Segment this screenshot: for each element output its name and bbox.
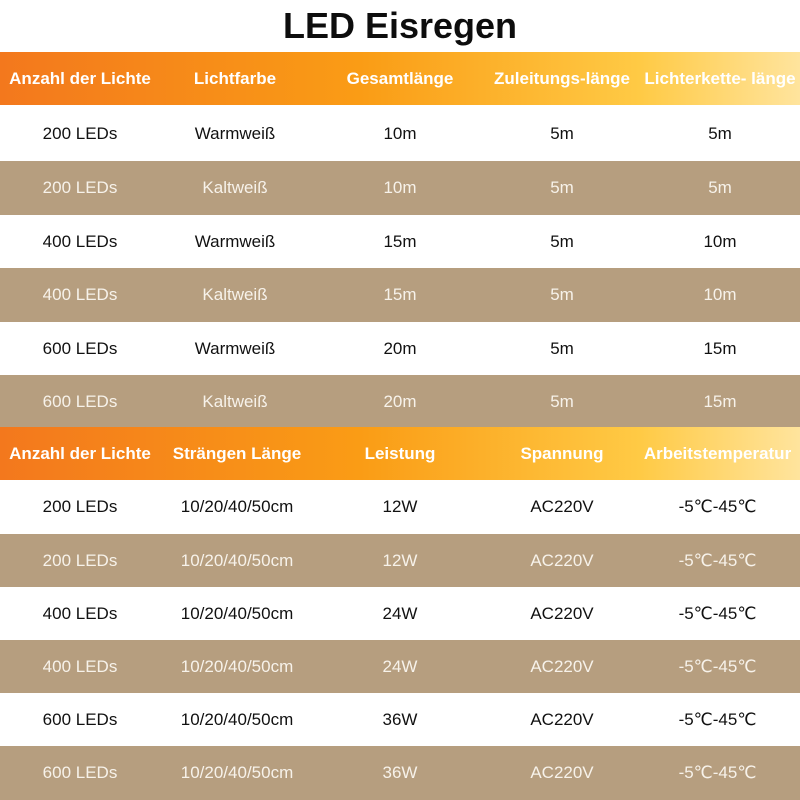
table-cell: 200 LEDs: [42, 497, 118, 516]
table-cell: 20m: [383, 339, 417, 358]
table-cell: 400 LEDs: [42, 657, 118, 676]
table-cell: 15m: [703, 339, 737, 358]
table-cell: 10/20/40/50cm: [180, 710, 294, 729]
table-cell: 600 LEDs: [42, 392, 118, 411]
table-row: 600 LEDs Kaltweiß 20m 5m 15m: [0, 375, 800, 429]
table-cell: AC220V: [530, 551, 594, 570]
table-cell: 10/20/40/50cm: [180, 763, 294, 782]
table-cell: -5℃-45℃: [678, 710, 757, 729]
table-cell: 12W: [382, 497, 418, 516]
table-row: 200 LEDs Kaltweiß 10m 5m 5m: [0, 161, 800, 215]
table-cell: 10/20/40/50cm: [180, 657, 294, 676]
table-cell: 200 LEDs: [42, 178, 118, 197]
table-cell: 12W: [382, 551, 418, 570]
table-cell: 200 LEDs: [42, 124, 118, 143]
header-cell: Lichterkette- länge: [644, 69, 796, 88]
table-cell: -5℃-45℃: [678, 657, 757, 676]
table-cell: 5m: [708, 178, 732, 197]
table-cell: AC220V: [530, 604, 594, 623]
header-cell: Gesamtlänge: [346, 69, 454, 88]
table-cell: -5℃-45℃: [678, 551, 757, 570]
table-cell: 400 LEDs: [42, 285, 118, 304]
table-row: 400 LEDs Warmweiß 15m 5m 10m: [0, 215, 800, 269]
table-cell: 24W: [382, 604, 418, 623]
table-row: 400 LEDs 10/20/40/50cm 24W AC220V -5℃-45…: [0, 587, 800, 641]
table-cell: 5m: [550, 392, 574, 411]
table-cell: Warmweiß: [194, 232, 276, 251]
table-cell: -5℃-45℃: [678, 497, 757, 516]
table-cell: 15m: [383, 285, 417, 304]
table-row: 600 LEDs 10/20/40/50cm 36W AC220V -5℃-45…: [0, 693, 800, 747]
table-row: 600 LEDs Warmweiß 20m 5m 15m: [0, 322, 800, 376]
header-cell: Arbeitstemperatur: [643, 444, 792, 463]
table-cell: 5m: [550, 285, 574, 304]
table2-header: Anzahl der Lichte Strängen Länge Leistun…: [0, 427, 800, 480]
table-cell: 5m: [708, 124, 732, 143]
table-cell: 10/20/40/50cm: [180, 551, 294, 570]
table-cell: Kaltweiß: [202, 178, 268, 197]
header-cell: Leistung: [364, 444, 436, 463]
table-cell: 600 LEDs: [42, 710, 118, 729]
table-cell: 10m: [383, 124, 417, 143]
table-cell: 5m: [550, 124, 574, 143]
table-cell: Warmweiß: [194, 339, 276, 358]
table-cell: 24W: [382, 657, 418, 676]
table-cell: 5m: [550, 178, 574, 197]
page-title: LED Eisregen: [282, 5, 518, 46]
table-cell: -5℃-45℃: [678, 604, 757, 623]
table-cell: AC220V: [530, 763, 594, 782]
header-cell: Zuleitungs-länge: [494, 69, 630, 88]
table-cell: Kaltweiß: [202, 392, 268, 411]
table1-header: Anzahl der Lichte Lichtfarbe Gesamtlänge…: [0, 52, 800, 105]
table-cell: 20m: [383, 392, 417, 411]
table-row: 200 LEDs 10/20/40/50cm 12W AC220V -5℃-45…: [0, 534, 800, 588]
table-cell: -5℃-45℃: [678, 763, 757, 782]
table-cell: 36W: [382, 763, 418, 782]
header-cell: Anzahl der Lichte: [9, 69, 151, 88]
table-cell: 600 LEDs: [42, 339, 118, 358]
table-cell: AC220V: [530, 710, 594, 729]
table-cell: 5m: [550, 232, 574, 251]
table-cell: 10/20/40/50cm: [180, 604, 294, 623]
header-cell: Lichtfarbe: [193, 69, 277, 88]
table-cell: 10m: [703, 232, 737, 251]
table-row: 400 LEDs Kaltweiß 15m 5m 10m: [0, 268, 800, 322]
table-row: 600 LEDs 10/20/40/50cm 36W AC220V -5℃-45…: [0, 746, 800, 800]
header-cell: Strängen Länge: [172, 444, 302, 463]
table-cell: AC220V: [530, 497, 594, 516]
table-cell: 10m: [383, 178, 417, 197]
table-cell: 400 LEDs: [42, 604, 118, 623]
table-row: 200 LEDs 10/20/40/50cm 12W AC220V -5℃-45…: [0, 480, 800, 534]
table-row: 400 LEDs 10/20/40/50cm 24W AC220V -5℃-45…: [0, 640, 800, 694]
table-cell: Warmweiß: [194, 124, 276, 143]
table-cell: 10/20/40/50cm: [180, 497, 294, 516]
table-cell: 200 LEDs: [42, 551, 118, 570]
table-cell: 600 LEDs: [42, 763, 118, 782]
table-cell: 400 LEDs: [42, 232, 118, 251]
table-cell: 10m: [703, 285, 737, 304]
header-cell: Anzahl der Lichte: [9, 444, 151, 463]
table-cell: Kaltweiß: [202, 285, 268, 304]
table-cell: 15m: [703, 392, 737, 411]
table-cell: 36W: [382, 710, 418, 729]
header-cell: Spannung: [520, 444, 604, 463]
table-cell: 15m: [383, 232, 417, 251]
table-row: 200 LEDs Warmweiß 10m 5m 5m: [0, 107, 800, 161]
table-cell: 5m: [550, 339, 574, 358]
table-cell: AC220V: [530, 657, 594, 676]
